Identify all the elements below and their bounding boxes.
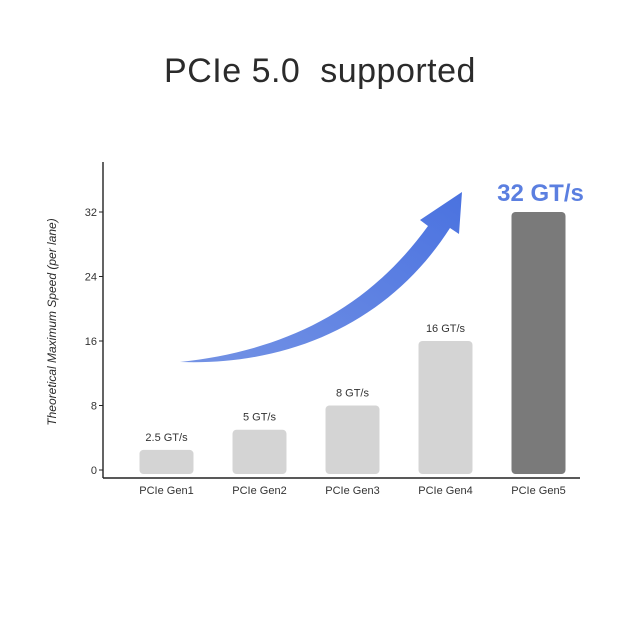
bar bbox=[325, 405, 380, 474]
y-tick-label: 32 bbox=[85, 207, 97, 219]
y-tick-label: 16 bbox=[85, 336, 97, 348]
data-label: 5 GT/s bbox=[243, 412, 277, 424]
data-label: 32 GT/s bbox=[497, 180, 584, 207]
bars bbox=[139, 212, 566, 474]
y-tick-label: 8 bbox=[91, 401, 97, 413]
data-label: 2.5 GT/s bbox=[145, 432, 188, 444]
x-tick-label: PCIe Gen1 bbox=[139, 485, 193, 497]
bar bbox=[418, 341, 473, 474]
growth-arrow-shape bbox=[180, 192, 462, 363]
bar bbox=[232, 429, 287, 474]
x-tick-label: PCIe Gen4 bbox=[418, 485, 472, 497]
y-tick-label: 24 bbox=[85, 272, 97, 284]
bar bbox=[139, 449, 194, 474]
axes: 0 8 16 24 32 bbox=[85, 162, 580, 479]
data-label: 8 GT/s bbox=[336, 388, 370, 400]
growth-arrow bbox=[180, 192, 462, 363]
y-axis-label: Theoretical Maximum Speed (per lane) bbox=[45, 218, 59, 425]
x-tick-label: PCIe Gen2 bbox=[232, 485, 286, 497]
chart-title: PCIe 5.0 supported bbox=[164, 52, 476, 90]
y-tick-label: 0 bbox=[91, 465, 97, 477]
data-labels: PCIe Gen1 2.5 GT/s PCIe Gen2 5 GT/s PCIe Gen… bbox=[139, 180, 584, 497]
data-label: 16 GT/s bbox=[426, 323, 466, 335]
x-tick-label: PCIe Gen3 bbox=[325, 485, 379, 497]
bar bbox=[511, 212, 566, 474]
x-tick-label: PCIe Gen5 bbox=[511, 485, 565, 497]
